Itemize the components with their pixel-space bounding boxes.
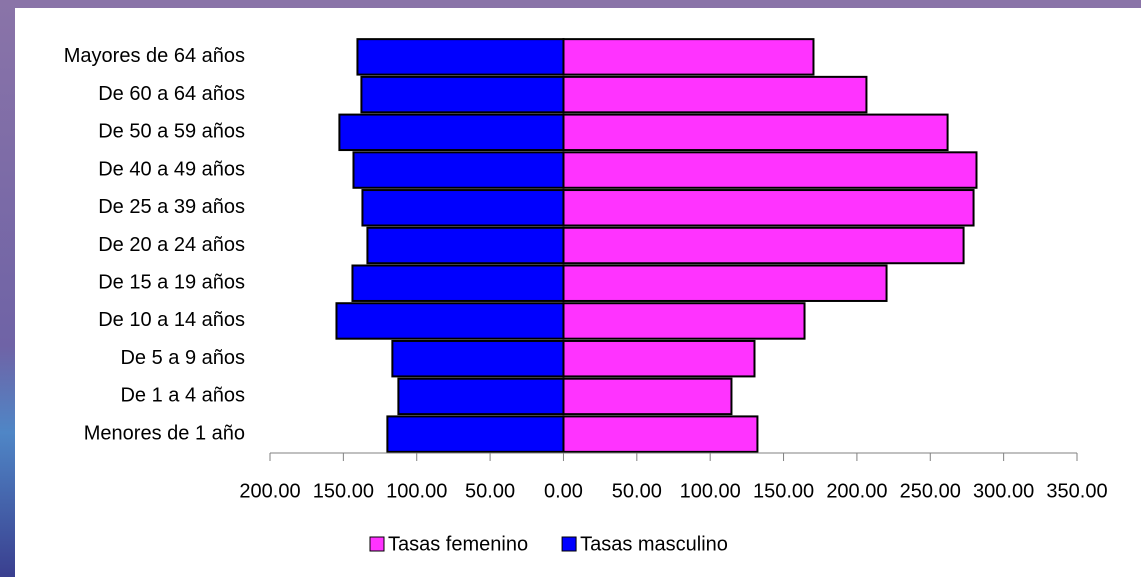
bar (338, 113, 565, 152)
x-tick-label: 100.00 (680, 480, 741, 502)
bar (366, 226, 565, 265)
bar (360, 75, 565, 114)
bar (391, 339, 565, 378)
x-tick-label: 150.00 (753, 480, 814, 502)
y-tick-label: De 40 a 49 años (98, 158, 245, 180)
legend-label: Tasas masculino (580, 533, 728, 555)
bar (562, 377, 733, 416)
y-tick-label: De 50 a 59 años (98, 121, 245, 143)
bar (562, 38, 815, 76)
x-tick-label: 350.00 (1046, 480, 1107, 502)
bar (386, 415, 565, 453)
y-tick-label: Menores de 1 año (84, 422, 245, 444)
x-tick-label: 50.00 (612, 480, 662, 502)
y-tick-label: De 20 a 24 años (98, 234, 245, 256)
x-tick-label: 100.00 (386, 480, 447, 502)
legend-label: Tasas femenino (388, 533, 528, 555)
bar (562, 226, 965, 265)
bar (562, 113, 949, 152)
bar (356, 38, 565, 76)
bar (562, 75, 868, 114)
x-tick-label: 200.00 (826, 480, 887, 502)
bar (562, 264, 888, 302)
bar (562, 339, 756, 378)
bar (562, 189, 975, 227)
x-tick-label: 50.00 (465, 480, 515, 502)
legend-swatch (369, 536, 385, 552)
bar (562, 415, 759, 453)
bar (352, 151, 565, 189)
bar (562, 302, 806, 340)
x-tick-label: 300.00 (973, 480, 1034, 502)
y-tick-label: De 25 a 39 años (98, 196, 245, 218)
x-tick-label: 150.00 (313, 480, 374, 502)
x-tick-label: 200.00 (239, 480, 300, 502)
legend-swatch (561, 536, 577, 552)
y-tick-label: Mayores de 64 años (64, 45, 245, 67)
bar (335, 302, 565, 340)
x-tick-label: 0.00 (544, 480, 583, 502)
y-tick-label: De 15 a 19 años (98, 272, 245, 294)
bar (562, 151, 978, 189)
bar (351, 264, 565, 302)
y-tick-label: De 60 a 64 años (98, 83, 245, 105)
bar (397, 377, 565, 416)
y-tick-label: De 1 a 4 años (120, 385, 245, 407)
x-tick-label: 250.00 (900, 480, 961, 502)
bar (361, 189, 565, 227)
y-tick-label: De 10 a 14 años (98, 309, 245, 331)
y-tick-label: De 5 a 9 años (120, 347, 245, 369)
